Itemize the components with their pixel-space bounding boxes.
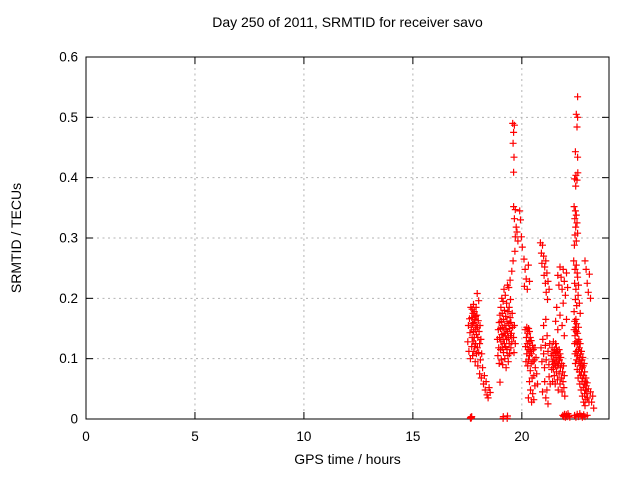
x-tick-label: 0: [82, 429, 90, 444]
y-tick-label: 0.5: [59, 110, 78, 125]
x-tick-label: 15: [405, 429, 420, 444]
y-tick-label: 0.1: [59, 351, 78, 366]
x-tick-label: 10: [296, 429, 311, 444]
x-axis-title: GPS time / hours: [294, 451, 401, 467]
y-tick-label: 0: [70, 412, 78, 427]
scatter-points: [464, 93, 598, 422]
y-tick-label: 0.4: [59, 170, 78, 185]
y-tick-label: 0.6: [59, 50, 78, 65]
chart-title: Day 250 of 2011, SRMTID for receiver sav…: [212, 14, 483, 30]
x-tick-label: 5: [191, 429, 199, 444]
y-tick-label: 0.3: [59, 231, 78, 246]
y-tick-label: 0.2: [59, 291, 78, 306]
x-tick-label: 20: [514, 429, 529, 444]
